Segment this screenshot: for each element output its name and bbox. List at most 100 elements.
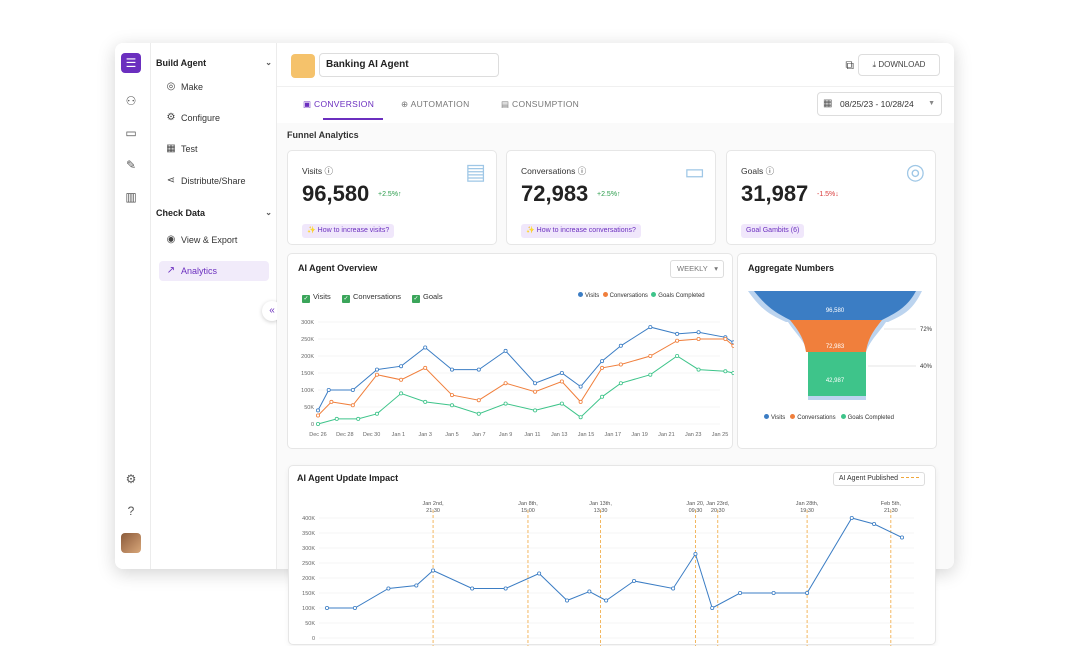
- book-icon[interactable]: ▭: [125, 126, 137, 140]
- data-point: [533, 408, 538, 413]
- wrench-icon[interactable]: ✎: [125, 158, 137, 172]
- data-point: [675, 331, 680, 336]
- bot-icon[interactable]: ⚇: [125, 94, 137, 108]
- data-point: [386, 586, 391, 591]
- sliders-icon[interactable]: ⚙: [125, 472, 137, 486]
- sidebar-item-label: Analytics: [181, 266, 218, 276]
- data-point: [315, 408, 320, 413]
- download-icon: ⤓: [872, 60, 879, 69]
- kpi-change: +2.5%↑: [597, 191, 621, 198]
- data-point: [449, 393, 454, 398]
- sidebar-item-analytics[interactable]: ↗ Analytics: [159, 261, 269, 281]
- y-tick-label: 150K: [301, 371, 314, 377]
- publish-marker-time: 09:30: [689, 508, 703, 514]
- kpi-conversations: Conversations ⓘ 72,983 +2.5%↑ ✨ How to i…: [506, 150, 716, 245]
- data-point: [738, 591, 743, 596]
- kpi-tip-link[interactable]: Goal Gambits (6): [741, 224, 805, 238]
- bar-chart-icon[interactable]: ▥: [125, 190, 137, 204]
- kpi-tip-link[interactable]: ✨ How to increase visits?: [302, 224, 395, 238]
- help-icon[interactable]: ?: [127, 504, 135, 518]
- data-point: [900, 535, 905, 540]
- data-point: [352, 605, 357, 610]
- download-button[interactable]: ⤓ DOWNLOAD: [858, 54, 940, 76]
- data-point: [696, 337, 701, 342]
- data-point: [600, 365, 605, 370]
- period-select[interactable]: WEEKLY ▾: [670, 260, 724, 278]
- date-range-picker[interactable]: ▦ 08/25/23 - 10/28/24 ▼: [817, 92, 942, 116]
- app-logo-icon[interactable]: ☰: [121, 53, 141, 73]
- data-point: [587, 589, 592, 594]
- data-point: [696, 330, 701, 335]
- toggle-visits[interactable]: ✓ Visits: [302, 292, 331, 303]
- data-point: [423, 399, 428, 404]
- data-point: [374, 372, 379, 377]
- data-point: [350, 403, 355, 408]
- overview-title: AI Agent Overview: [298, 263, 378, 273]
- data-point: [449, 403, 454, 408]
- data-point: [559, 401, 564, 406]
- data-point: [731, 340, 734, 345]
- funnel-title: Funnel Analytics: [287, 130, 359, 140]
- data-point: [723, 369, 728, 374]
- tab-label: CONSUMPTION: [512, 99, 580, 109]
- tab-automation[interactable]: ⊕ AUTOMATION: [401, 99, 470, 109]
- kpi-value: 96,580: [302, 181, 370, 206]
- x-tick-label: Dec 28: [336, 432, 353, 438]
- sidebar-item-make[interactable]: ◎ Make: [159, 77, 269, 97]
- data-point: [578, 384, 583, 389]
- data-point: [374, 367, 379, 372]
- overview-legend: Visits Conversations Goals Completed: [578, 292, 705, 299]
- agent-name-field[interactable]: Banking AI Agent: [319, 53, 499, 77]
- data-point: [503, 586, 508, 591]
- publish-marker-time: 20:30: [711, 508, 725, 514]
- share-icon: ⋖: [166, 175, 176, 186]
- external-link-icon[interactable]: ⧉: [845, 58, 854, 72]
- chat-icon: ▭: [684, 159, 705, 184]
- aggregate-legend: Visits Conversations Goals Completed: [764, 414, 894, 421]
- data-point: [671, 586, 676, 591]
- y-tick-label: 100K: [301, 388, 314, 394]
- sidebar-item-label: Configure: [181, 113, 221, 123]
- section-check-data[interactable]: Check Data ⌄: [156, 208, 272, 218]
- toggle-goals[interactable]: ✓ Goals: [412, 292, 443, 303]
- y-tick-label: 50K: [304, 405, 314, 411]
- data-point: [470, 586, 475, 591]
- funnel-stage-goals: [808, 352, 866, 396]
- kpi-label: Conversations ⓘ: [521, 166, 587, 176]
- data-point: [731, 343, 734, 348]
- y-tick-label: 100K: [302, 606, 315, 612]
- x-tick-label: Jan 3: [418, 432, 431, 438]
- sidebar-item-test[interactable]: ▦ Test: [159, 139, 269, 159]
- sidebar-item-label: View & Export: [181, 235, 238, 245]
- sidebar-item-label: Test: [181, 144, 198, 154]
- chevron-down-icon: ⌄: [265, 208, 272, 217]
- sidebar-item-distribute[interactable]: ⋖ Distribute/Share: [159, 171, 269, 191]
- y-tick-label: 300K: [302, 546, 315, 552]
- data-point: [723, 337, 728, 342]
- data-point: [618, 381, 623, 386]
- data-point: [731, 371, 734, 375]
- tab-consumption[interactable]: ▤ CONSUMPTION: [501, 99, 580, 109]
- data-point: [771, 591, 776, 596]
- series-line-conversations: [317, 338, 734, 416]
- data-point: [648, 325, 653, 330]
- user-avatar[interactable]: [121, 533, 141, 553]
- data-point: [648, 354, 653, 359]
- section-build-agent[interactable]: Build Agent ⌄: [156, 58, 272, 68]
- publish-marker-time: 19:30: [800, 508, 814, 514]
- publish-marker-date: Jan 28th,: [796, 501, 819, 507]
- sidebar-item-configure[interactable]: ⚙ Configure: [159, 108, 269, 128]
- eye-icon: ◉: [166, 234, 176, 245]
- data-point: [693, 552, 698, 557]
- funnel-chart: 96,580 72,983 42,987 72% 40%: [748, 291, 933, 400]
- sidebar-item-view-export[interactable]: ◉ View & Export: [159, 230, 269, 250]
- data-point: [632, 579, 637, 584]
- kpi-label: Goals ⓘ: [741, 166, 775, 176]
- toggle-conversations[interactable]: ✓ Conversations: [342, 292, 401, 303]
- kpi-tip-link[interactable]: ✨ How to increase conversations?: [521, 224, 641, 238]
- tab-conversion[interactable]: ▣ CONVERSION: [303, 99, 375, 109]
- gear-icon: ⚙: [166, 112, 176, 123]
- x-tick-label: Jan 25: [712, 432, 729, 438]
- overview-card: AI Agent Overview WEEKLY ▾ ✓ Visits ✓ Conv…: [287, 253, 734, 449]
- publish-marker-date: Jan 23rd,: [706, 501, 729, 507]
